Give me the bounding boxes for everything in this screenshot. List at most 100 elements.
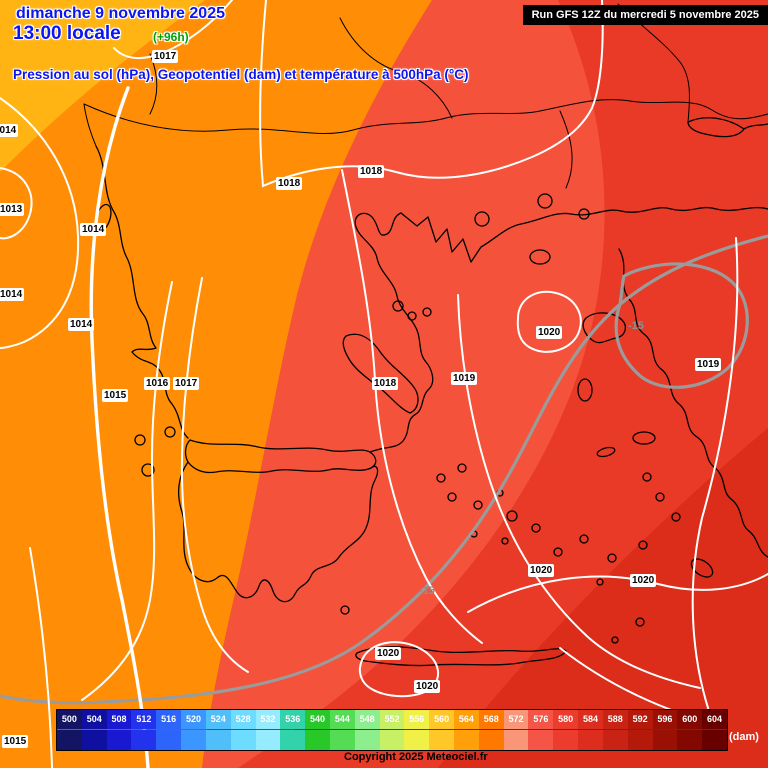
scale-swatch-516 (156, 730, 182, 750)
island-crete (355, 646, 567, 667)
scale-value-604: 604 (702, 710, 727, 729)
border-bulgaria-river (339, 17, 453, 119)
pressure-label-1014: 1014 (68, 318, 95, 331)
scale-value-544: 544 (329, 710, 355, 729)
scale-value-592: 592 (627, 710, 653, 729)
scale-swatch-556 (404, 730, 430, 750)
band-orange (0, 0, 432, 768)
pressure-label-1014: 1014 (0, 288, 25, 301)
scale-swatch-580 (553, 730, 579, 750)
scale-swatch-600 (677, 730, 703, 750)
scale-value-532: 532 (255, 710, 281, 729)
scale-swatch-588 (602, 730, 628, 750)
scale-value-516: 516 (156, 710, 182, 729)
pressure-label-1014: 1014 (0, 124, 19, 137)
pressure-label-1016: 1016 (144, 377, 171, 390)
forecast-date: dimanche 9 novembre 2025 (16, 5, 225, 22)
isobar-1015-southwest (29, 547, 53, 768)
isobar-1019-east (691, 237, 739, 721)
scale-value-568: 568 (478, 710, 504, 729)
scale-swatch-500 (57, 730, 82, 750)
pressure-label-1020: 1020 (414, 680, 441, 693)
pressure-label-1013: 1013 (0, 203, 25, 216)
scale-swatch-548 (354, 730, 380, 750)
scale-value-560: 560 (429, 710, 454, 729)
island-euboea (342, 333, 419, 414)
band-deep-red (438, 428, 768, 768)
isobar-1015-main (89, 86, 150, 768)
coastline-west-greece (95, 145, 189, 439)
scale-unit-label: (dam) (729, 731, 759, 743)
scale-value-548: 548 (354, 710, 380, 729)
scale-swatch-564 (454, 730, 479, 750)
coastline-marmara (687, 117, 768, 138)
coastline-attica-east (354, 212, 434, 453)
temperature-contours (0, 234, 768, 705)
temp-label: -15 (628, 320, 644, 332)
scale-swatch-532 (255, 730, 281, 750)
pressure-label-1017: 1017 (152, 50, 179, 63)
scale-swatch-528 (230, 730, 256, 750)
pressure-label-1020: 1020 (630, 574, 657, 587)
scale-value-500: 500 (57, 710, 82, 729)
scale-swatch-596 (652, 730, 678, 750)
pressure-label-1018: 1018 (358, 165, 385, 178)
scale-swatch-584 (578, 730, 603, 750)
forecast-offset: (+96h) (153, 30, 189, 44)
scale-swatch-520 (181, 730, 206, 750)
pressure-label-1020: 1020 (536, 326, 563, 339)
scale-value-572: 572 (503, 710, 529, 729)
forecast-time: 13:00 locale (13, 23, 121, 44)
scale-value-600: 600 (677, 710, 703, 729)
scale-value-540: 540 (305, 710, 330, 729)
scale-swatch-536 (280, 730, 306, 750)
scale-swatch-552 (379, 730, 405, 750)
scale-value-520: 520 (181, 710, 206, 729)
scale-value-596: 596 (652, 710, 678, 729)
coastline-turkey (618, 248, 768, 558)
scale-value-556: 556 (404, 710, 430, 729)
scale-value-584: 584 (578, 710, 603, 729)
pressure-label-1017: 1017 (173, 377, 200, 390)
geopotential-scale-bar: 500 504 508 512 516 520 524 528 532 536 540 544 548 5… (56, 709, 728, 751)
isobar-1013 (0, 167, 33, 240)
scale-swatch-604 (702, 730, 727, 750)
scale-value-504: 504 (81, 710, 107, 729)
scale-value-536: 536 (280, 710, 306, 729)
scale-numbers-row: 500 504 508 512 516 520 524 528 532 536 540 544 548 5… (57, 710, 727, 729)
scale-swatch-544 (329, 730, 355, 750)
pressure-label-1014: 1014 (80, 223, 107, 236)
border-evros (559, 110, 573, 189)
temp-contour-long (0, 234, 768, 705)
copyright-text: Copyright 2025 Meteociel.fr (344, 751, 488, 763)
pressure-label-1015: 1015 (2, 735, 29, 748)
scale-value-528: 528 (230, 710, 256, 729)
isobar-1014 (0, 97, 80, 349)
scale-swatch-560 (429, 730, 454, 750)
scale-value-576: 576 (528, 710, 554, 729)
scale-swatch-512 (131, 730, 157, 750)
pressure-label-1018: 1018 (372, 377, 399, 390)
isobar-1020-loop (516, 290, 582, 353)
band-amber (0, 0, 205, 172)
scale-swatch-504 (81, 730, 107, 750)
pressure-label-1020: 1020 (528, 564, 555, 577)
coastline-chalkidiki-north (400, 206, 768, 263)
scale-value-524: 524 (205, 710, 231, 729)
scale-swatch-592 (627, 730, 653, 750)
isobar-1016 (81, 281, 173, 701)
isobar-1017-mid (180, 277, 249, 673)
pressure-label-1019: 1019 (695, 358, 722, 371)
pressure-label-1015: 1015 (102, 389, 129, 402)
scale-value-508: 508 (106, 710, 132, 729)
scale-value-580: 580 (553, 710, 579, 729)
pressure-label-1018: 1018 (276, 177, 303, 190)
pressure-label-1020: 1020 (375, 647, 402, 660)
scale-value-512: 512 (131, 710, 157, 729)
run-info-box: Run GFS 12Z du mercredi 5 novembre 2025 (522, 5, 768, 25)
scale-value-564: 564 (454, 710, 479, 729)
scale-swatch-524 (205, 730, 231, 750)
scale-swatch-576 (528, 730, 554, 750)
